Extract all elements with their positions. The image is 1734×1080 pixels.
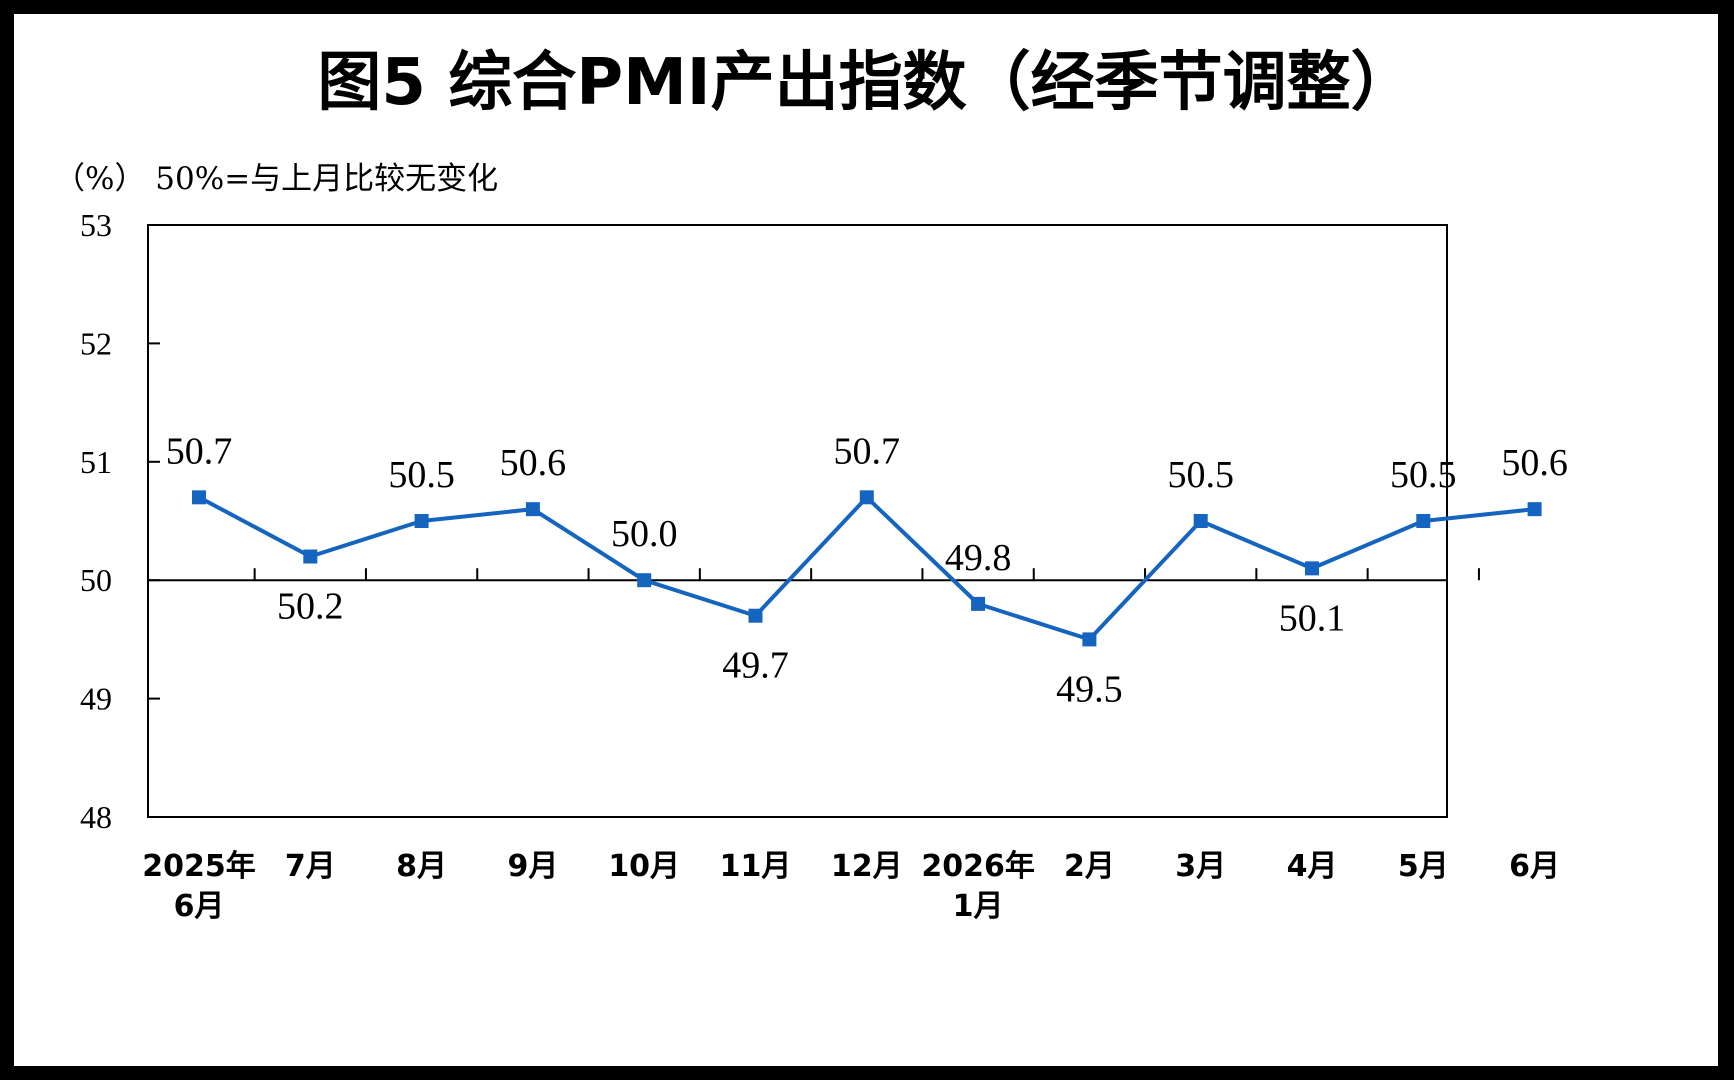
- data-label: 49.8: [945, 537, 1012, 579]
- x-tick-label: 12月: [831, 849, 903, 884]
- y-tick-label: 53: [80, 207, 112, 243]
- x-tick-label: 9月: [507, 849, 558, 884]
- x-tick-label-line: 12月: [831, 849, 903, 884]
- data-label: 50.5: [1167, 454, 1234, 496]
- x-tick-label-line: 3月: [1175, 849, 1226, 884]
- x-tick-label-line: 2026年: [921, 849, 1035, 884]
- y-tick-label: 51: [80, 444, 112, 480]
- data-label: 50.5: [388, 454, 455, 496]
- x-tick-label-line: 8月: [396, 849, 447, 884]
- y-tick-label: 50: [80, 562, 112, 598]
- x-tick-label-line: 6月: [1509, 849, 1560, 884]
- data-point-marker: [748, 608, 763, 623]
- x-tick-label-line: 2月: [1064, 849, 1115, 884]
- x-tick-label: 10月: [608, 849, 680, 884]
- data-point-marker: [1527, 502, 1542, 517]
- data-label: 49.7: [722, 645, 789, 687]
- x-tick-label-line: 1月: [953, 889, 1004, 924]
- chart-title: 图5 综合PMI产出指数（经季节调整）: [317, 46, 1414, 120]
- x-tick-label: 8月: [396, 849, 447, 884]
- x-tick-label-line: 9月: [507, 849, 558, 884]
- data-point-marker: [192, 490, 206, 505]
- y-tick-label: 48: [80, 799, 112, 835]
- data-label: 50.1: [1279, 597, 1346, 639]
- x-tick-label: 2月: [1064, 849, 1115, 884]
- data-point-marker: [1082, 632, 1097, 647]
- data-label: 50.7: [834, 430, 901, 472]
- data-point-marker: [859, 490, 874, 505]
- x-tick-label-line: 4月: [1287, 849, 1338, 884]
- data-point-marker: [303, 549, 318, 564]
- data-label: 50.6: [1501, 442, 1568, 484]
- x-tick-label-line: 10月: [608, 849, 680, 884]
- x-tick-label-line: 7月: [285, 849, 336, 884]
- x-tick-label: 11月: [720, 849, 792, 884]
- x-tick-label-line: 11月: [720, 849, 792, 884]
- x-tick-label-line: 5月: [1398, 849, 1449, 884]
- x-tick-label: 3月: [1175, 849, 1226, 884]
- x-tick-label: 2026年 1月: [921, 849, 1035, 924]
- data-label: 49.5: [1056, 668, 1123, 710]
- data-point-marker: [1305, 561, 1319, 576]
- data-point-marker: [637, 573, 652, 588]
- data-point-marker: [414, 514, 429, 528]
- data-point-marker: [1416, 514, 1431, 528]
- data-label: 50.5: [1390, 454, 1457, 496]
- x-tick-label-line: 2025年: [142, 849, 256, 884]
- chart-frame: 图5 综合PMI产出指数（经季节调整） （%） 50%=与上月比较无变化 48 4…: [14, 14, 1718, 1066]
- data-point-marker: [1193, 514, 1208, 528]
- plot-area: 48 49 50 51 52 53 2025年 6月 7月 8月 9月 10月 11月 12月 2026年 1…: [80, 207, 1568, 924]
- x-tick-label-line: 6月: [174, 889, 225, 924]
- y-tick-label: 52: [80, 325, 112, 361]
- data-point-marker: [525, 502, 540, 517]
- x-tick-label: 7月: [285, 849, 336, 884]
- data-label: 50.6: [500, 442, 567, 484]
- line-chart: 图5 综合PMI产出指数（经季节调整） （%） 50%=与上月比较无变化 484…: [54, 46, 1568, 924]
- data-label: 50.7: [166, 430, 233, 472]
- plot-border: [147, 224, 1448, 818]
- data-label: 50.2: [277, 586, 344, 628]
- x-tick-label: 4月: [1287, 849, 1338, 884]
- x-tick-label: 6月: [1509, 849, 1560, 884]
- y-tick-label: 49: [80, 681, 112, 717]
- data-point-marker: [971, 596, 986, 611]
- data-label: 50.0: [611, 513, 678, 555]
- x-tick-label: 5月: [1398, 849, 1449, 884]
- x-tick-label: 2025年 6月: [142, 849, 256, 924]
- unit-note: （%） 50%=与上月比较无变化: [54, 161, 498, 197]
